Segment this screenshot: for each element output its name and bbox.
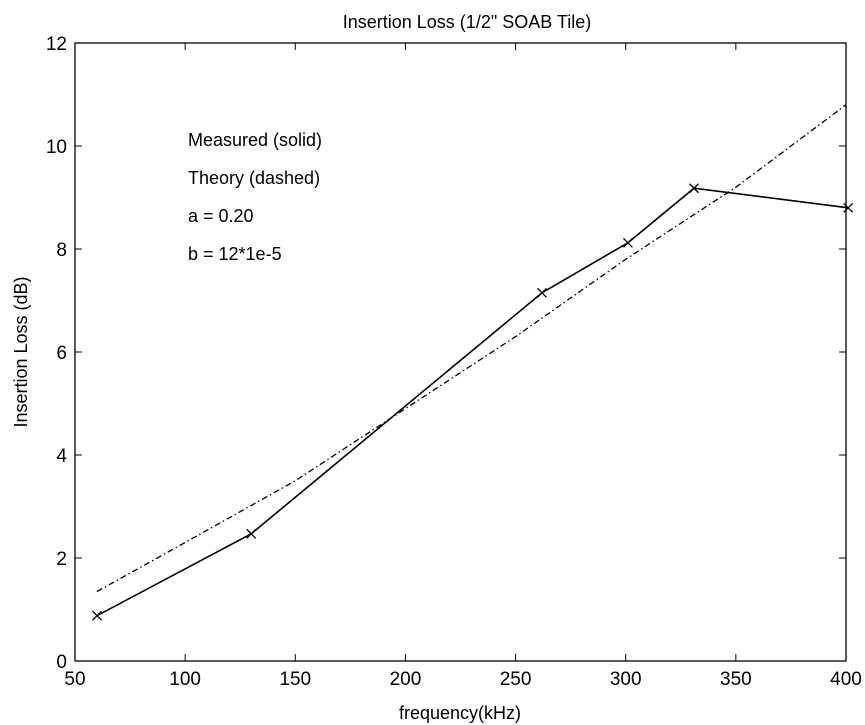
x-tick-label: 400 xyxy=(830,669,862,690)
data-point xyxy=(246,528,257,539)
x-axis-label: frequency(kHz) xyxy=(399,703,521,723)
x-axis: 50 100 150 200 250 300 350 400 xyxy=(64,43,862,690)
y-tick-label: 0 xyxy=(56,652,67,673)
data-point xyxy=(689,183,699,194)
y-tick-label: 6 xyxy=(56,343,67,364)
annotation-text: b = 12*1e-5 xyxy=(188,244,282,264)
data-point xyxy=(622,237,633,248)
measured-line xyxy=(96,187,849,617)
x-tick-label: 150 xyxy=(279,669,311,690)
plot-area xyxy=(74,42,847,662)
series-layer xyxy=(92,104,854,621)
y-tick-label: 12 xyxy=(46,34,67,55)
y-axis-label: Insertion Loss (dB) xyxy=(11,276,31,427)
x-tick-label: 50 xyxy=(64,669,85,690)
x-tick-label: 250 xyxy=(500,669,532,690)
y-tick-label: 10 xyxy=(46,137,67,158)
annotation-text: Theory (dashed) xyxy=(188,168,320,188)
data-point xyxy=(843,202,854,213)
annotation-text: Measured (solid) xyxy=(188,130,322,150)
chart-title: Insertion Loss (1/2" SOAB Tile) xyxy=(343,12,592,32)
annotations: Measured (solid) Theory (dashed) a = 0.20 b… xyxy=(188,130,322,264)
x-tick-label: 100 xyxy=(169,669,201,690)
data-point xyxy=(92,610,102,621)
data-point xyxy=(537,287,547,298)
y-tick-label: 8 xyxy=(56,240,67,261)
x-tick-label: 200 xyxy=(390,669,422,690)
x-tick-label: 350 xyxy=(720,669,752,690)
y-tick-label: 4 xyxy=(56,446,67,467)
y-tick-label: 2 xyxy=(56,549,67,570)
x-tick-label: 300 xyxy=(610,669,642,690)
theory-line xyxy=(96,104,847,593)
y-axis: 0 2 4 6 8 10 12 xyxy=(46,34,846,673)
annotation-text: a = 0.20 xyxy=(188,206,254,226)
